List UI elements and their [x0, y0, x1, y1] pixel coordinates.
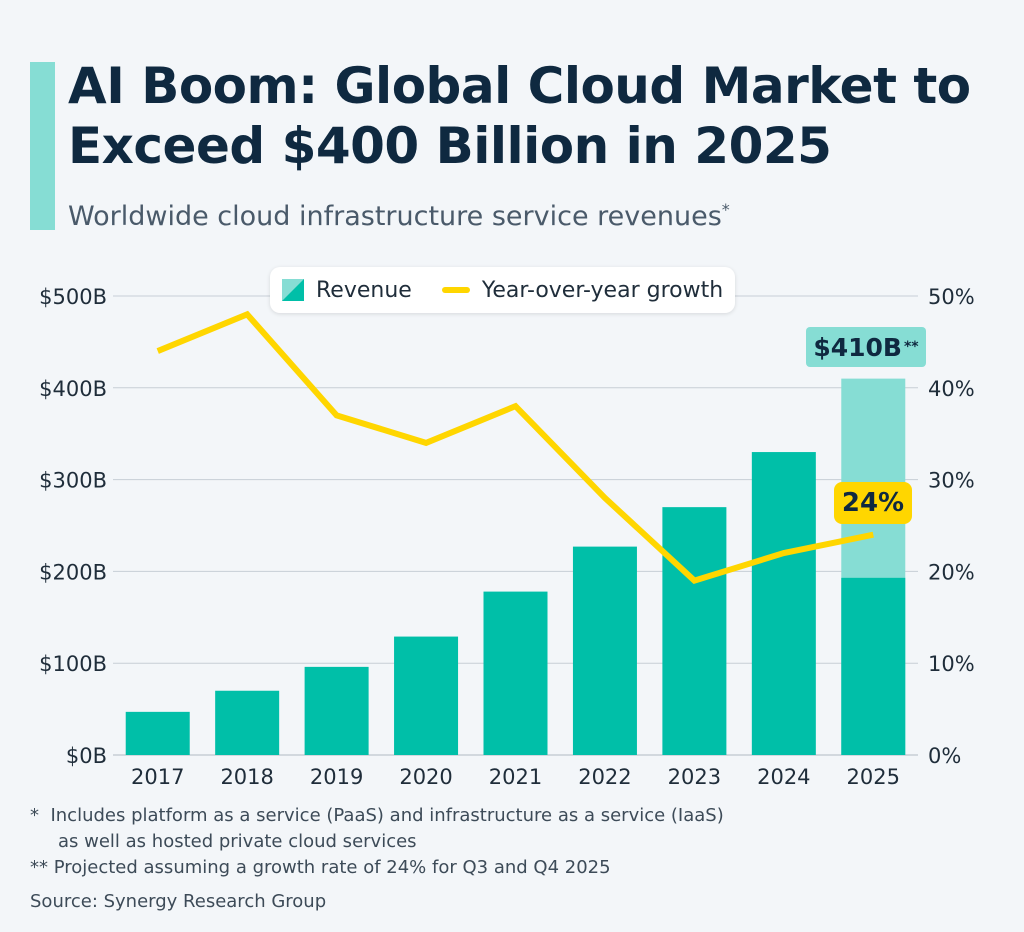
x-tick-label: 2019: [310, 765, 363, 789]
footnote-1-marker: *: [30, 805, 39, 826]
y-left-tick-label: $400B: [39, 377, 107, 401]
x-tick-label: 2020: [399, 765, 452, 789]
y-right-tick-label: 10%: [928, 652, 975, 676]
y-right-tick-label: 30%: [928, 469, 975, 493]
x-tick-label: 2022: [578, 765, 631, 789]
legend-item-growth: Year-over-year growth: [412, 278, 723, 303]
bar: [751, 452, 816, 755]
bar: [304, 666, 369, 755]
title-accent-bar: [30, 62, 55, 230]
y-right-tick-label: 50%: [928, 285, 975, 309]
source-note: Source: Synergy Research Group: [30, 891, 327, 912]
x-tick-label: 2025: [847, 765, 900, 789]
y-left-tick-label: $300B: [39, 469, 107, 493]
y-left-tick-label: $500B: [39, 285, 107, 309]
y-right-tick-label: 0%: [928, 744, 961, 768]
bar: [572, 546, 637, 755]
bar: [483, 591, 548, 755]
footnote-2: ** Projected assuming a growth rate of 2…: [30, 857, 611, 878]
x-tick-label: 2018: [220, 765, 273, 789]
footnote-1-line-1: Includes platform as a service (PaaS) an…: [50, 805, 724, 826]
footnote-1-line-2: as well as hosted private cloud services: [58, 831, 417, 852]
growth-line-swatch-icon: [441, 287, 470, 293]
x-tick-label: 2017: [131, 765, 184, 789]
legend-label-revenue: Revenue: [316, 277, 412, 303]
x-tick-label: 2024: [757, 765, 810, 789]
y-left-tick-label: $200B: [39, 560, 107, 584]
chart-legend: Revenue Year-over-year growth: [270, 267, 736, 313]
callout-total-value: $410B: [813, 332, 902, 362]
x-tick-label: 2021: [489, 765, 542, 789]
bar: [215, 690, 280, 755]
bar: [125, 711, 190, 755]
bar: [841, 577, 906, 755]
bar: [662, 507, 727, 755]
subtitle-footnote-marker: *: [721, 200, 730, 219]
x-tick-label: 2023: [668, 765, 721, 789]
callout-2025-growth: 24%: [834, 482, 912, 524]
y-right-tick-label: 20%: [928, 560, 975, 584]
callout-2025-total: $410B **: [806, 327, 926, 367]
subtitle-text: Worldwide cloud infrastructure service r…: [68, 201, 722, 232]
y-left-tick-label: $0B: [66, 744, 107, 768]
callout-total-marker: **: [903, 339, 919, 355]
legend-label-growth: Year-over-year growth: [481, 277, 724, 303]
legend-item-revenue: Revenue: [282, 278, 412, 303]
y-right-tick-label: 40%: [928, 377, 975, 401]
chart-title: AI Boom: Global Cloud Market to Exceed $…: [68, 57, 971, 175]
revenue-swatch-icon: [282, 279, 304, 301]
footnote-1: * Includes platform as a service (PaaS) …: [30, 803, 724, 829]
chart-subtitle: Worldwide cloud infrastructure service r…: [68, 200, 730, 232]
y-left-tick-label: $100B: [39, 652, 107, 676]
bar: [394, 636, 459, 755]
footnotes: * Includes platform as a service (PaaS) …: [30, 803, 724, 915]
